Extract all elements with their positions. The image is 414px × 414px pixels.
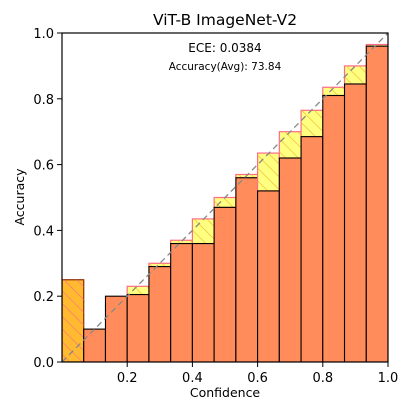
gap-hatch	[62, 279, 84, 362]
x-tick-label: 0.4	[182, 371, 203, 386]
accuracy-bar	[322, 94, 346, 362]
y-tick-label: 0.0	[33, 356, 54, 371]
y-axis-label: Accuracy	[12, 168, 27, 226]
accuracy-bar	[83, 328, 107, 362]
x-axis-ticks: 0.2 0.4 0.6 0.8 1.0	[117, 362, 398, 386]
y-tick-label: 0.8	[33, 93, 54, 108]
accuracy-bar	[170, 243, 193, 362]
chart-title: ViT-B ImageNet-V2	[153, 11, 297, 29]
x-tick-label: 0.2	[117, 371, 138, 386]
y-tick-label: 0.2	[33, 290, 54, 305]
accuracy-bar	[343, 83, 367, 362]
accuracy-annotation: Accuracy(Avg): 73.84	[169, 61, 282, 73]
accuracy-bar	[278, 157, 302, 362]
y-axis-ticks: 0.0 0.2 0.4 0.6 0.8 1.0	[33, 27, 62, 371]
gap-hatch	[192, 218, 215, 244]
accuracy-bar	[235, 177, 259, 362]
ece-annotation: ECE: 0.0384	[188, 41, 261, 55]
accuracy-bar	[126, 294, 150, 362]
gap-hatch	[170, 240, 193, 244]
accuracy-bar	[104, 295, 128, 362]
x-axis-label: Confidence	[190, 385, 261, 400]
accuracy-bar	[300, 136, 324, 362]
gap-hatch	[344, 65, 367, 84]
x-tick-label: 0.8	[312, 371, 333, 386]
bars-layer	[62, 43, 388, 362]
gap-hatch	[148, 263, 171, 267]
gap-hatch	[366, 44, 388, 47]
x-tick-label: 0.6	[247, 371, 268, 386]
y-tick-label: 0.6	[33, 159, 54, 174]
accuracy-bar	[148, 266, 172, 362]
gap-hatch	[301, 110, 323, 137]
gap-hatch	[279, 131, 302, 159]
accuracy-bar	[365, 45, 388, 362]
y-tick-label: 0.4	[33, 224, 54, 239]
gap-hatch	[322, 87, 345, 96]
y-tick-label: 1.0	[33, 27, 54, 42]
gap-hatch	[214, 197, 236, 208]
gap-hatch	[127, 286, 149, 295]
x-tick-label: 1.0	[378, 371, 399, 386]
accuracy-bar	[191, 243, 215, 362]
accuracy-bar	[213, 206, 237, 362]
plot-frame	[61, 32, 389, 363]
gap-hatch	[257, 153, 280, 191]
perfect-calibration-line	[61, 32, 389, 363]
accuracy-bar	[257, 190, 280, 362]
